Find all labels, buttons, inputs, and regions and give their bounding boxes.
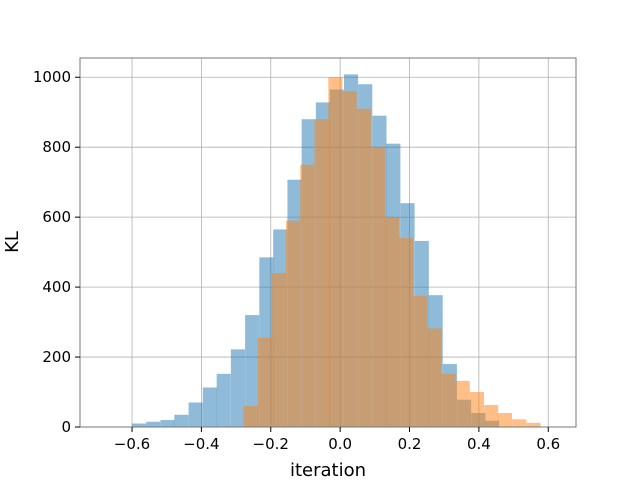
histogram-bar-series-2 bbox=[300, 164, 315, 427]
histogram-bar-series-2 bbox=[497, 413, 513, 427]
y-axis-label: KL bbox=[2, 231, 23, 253]
y-tick-label: 200 bbox=[42, 348, 71, 366]
histogram-bar-series-2 bbox=[356, 108, 371, 427]
x-tick-label: 0.0 bbox=[328, 435, 352, 453]
histogram-bar-series-1 bbox=[132, 423, 147, 427]
x-axis-label: iteration bbox=[290, 460, 366, 480]
histogram-bar-series-2 bbox=[455, 380, 470, 427]
histogram-bar-series-1 bbox=[174, 414, 189, 427]
histogram-bar-series-2 bbox=[314, 119, 329, 428]
histogram-bar-series-2 bbox=[512, 419, 527, 427]
histogram-bar-series-2 bbox=[469, 392, 484, 427]
x-tick-label: −0.6 bbox=[114, 435, 150, 453]
histogram-bar-series-2 bbox=[526, 422, 541, 427]
histogram-bar-series-1 bbox=[230, 349, 245, 427]
histogram-bar-series-2 bbox=[441, 373, 456, 427]
axis-ticks: −0.6 −0.4 −0.2 0.0 0.2 0.4 0.6 0 200 400 600 800 100… bbox=[33, 68, 560, 453]
histogram-bar-series-2 bbox=[371, 147, 386, 427]
x-tick-label: 0.2 bbox=[398, 435, 422, 453]
x-tick-label: −0.4 bbox=[183, 435, 219, 453]
histogram-bar-series-2 bbox=[243, 406, 258, 427]
histogram-bar-series-2 bbox=[257, 337, 273, 427]
histogram-bar-series-2 bbox=[342, 91, 357, 428]
histogram-bars bbox=[132, 74, 541, 428]
plot-frame bbox=[79, 57, 577, 428]
histogram-bar-series-1 bbox=[245, 315, 260, 427]
histogram-bar-series-2 bbox=[484, 404, 499, 427]
y-tick-label: 800 bbox=[42, 138, 71, 156]
histogram-bar-series-1 bbox=[202, 387, 217, 427]
y-tick-label: 600 bbox=[42, 208, 71, 226]
x-tick-label: 0.6 bbox=[536, 435, 560, 453]
y-tick-label: 0 bbox=[61, 418, 71, 436]
histogram-bar-series-1 bbox=[188, 402, 203, 427]
histogram-bar-series-2 bbox=[427, 328, 442, 427]
x-tick-label: −0.2 bbox=[253, 435, 289, 453]
histogram-bar-series-2 bbox=[328, 77, 343, 427]
y-tick-label: 400 bbox=[42, 278, 71, 296]
histogram-bar-series-1 bbox=[216, 373, 231, 427]
histogram-bar-series-2 bbox=[286, 220, 301, 427]
histogram-bar-series-2 bbox=[271, 273, 286, 427]
histogram-bar-series-1 bbox=[160, 420, 175, 427]
histogram-bar-series-2 bbox=[384, 217, 400, 427]
x-tick-label: 0.4 bbox=[467, 435, 491, 453]
histogram-bar-series-2 bbox=[413, 295, 428, 427]
histogram-bar-series-1 bbox=[146, 421, 161, 427]
histogram-bar-series-2 bbox=[399, 238, 414, 427]
y-tick-label: 1000 bbox=[33, 68, 71, 86]
